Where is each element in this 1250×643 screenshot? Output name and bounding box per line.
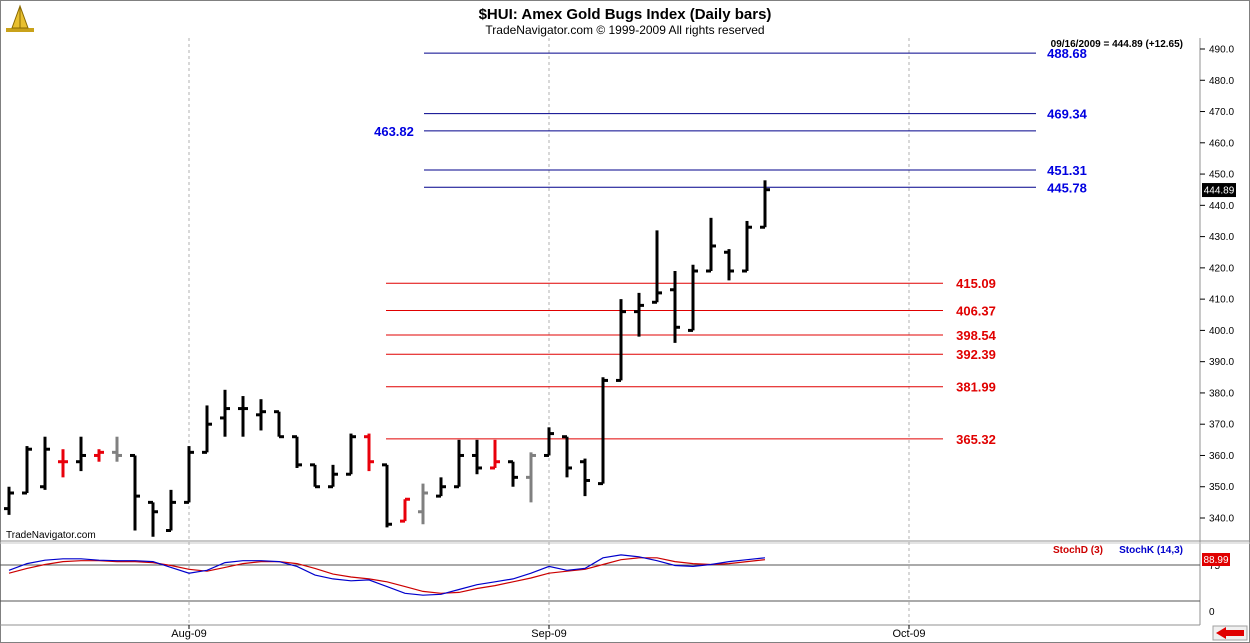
ohlc-bar <box>292 435 302 468</box>
y-tick-label: 460.0 <box>1209 138 1234 149</box>
ohlc-bar <box>220 389 230 437</box>
ohlc-bar <box>238 396 248 437</box>
last-price-label: 444.89 <box>1204 186 1235 197</box>
ohlc-bar <box>580 458 590 497</box>
y-tick-label: 450.0 <box>1209 170 1234 181</box>
fib-label-red: 381.99 <box>956 380 996 395</box>
x-tick-label: Oct-09 <box>892 628 925 640</box>
ohlc-bar <box>184 446 194 504</box>
ohlc-bar <box>616 299 626 382</box>
fib-label-blue: 488.68 <box>1047 46 1087 61</box>
fib-label-blue: 463.82 <box>374 124 414 139</box>
stoch-tick-label: 75 <box>1209 561 1221 572</box>
ohlc-bar <box>40 436 50 490</box>
y-tick-label: 430.0 <box>1209 232 1234 243</box>
fib-label-red: 415.09 <box>956 276 996 291</box>
y-tick-label: 350.0 <box>1209 482 1234 493</box>
stoch-d-line <box>8 557 766 594</box>
ohlc-bar <box>22 446 32 495</box>
ohlc-bar <box>724 249 734 281</box>
fib-label-red: 398.54 <box>956 328 997 343</box>
ohlc-bar <box>652 230 662 304</box>
ohlc-bar <box>58 449 68 478</box>
y-tick-label: 400.0 <box>1209 326 1234 337</box>
y-tick-label: 440.0 <box>1209 201 1234 212</box>
ohlc-bar <box>94 449 104 462</box>
fib-label-blue: 445.78 <box>1047 180 1087 195</box>
fib-label-red: 392.39 <box>956 347 996 362</box>
y-tick-label: 370.0 <box>1209 420 1234 431</box>
ohlc-bar <box>670 270 680 343</box>
stoch-value-tag <box>1202 553 1230 566</box>
y-tick-label: 480.0 <box>1209 76 1234 87</box>
ohlc-bar <box>688 264 698 332</box>
y-tick-label: 360.0 <box>1209 451 1234 462</box>
stoch-d-legend: StochD (3) <box>1053 545 1103 556</box>
ohlc-bar <box>706 217 716 273</box>
tradenavigator-logo-icon <box>6 4 34 32</box>
y-tick-label: 420.0 <box>1209 263 1234 274</box>
y-tick-label: 470.0 <box>1209 107 1234 118</box>
fib-label-red: 365.32 <box>956 432 996 447</box>
ohlc-bar <box>346 433 356 476</box>
ohlc-bar <box>562 435 572 478</box>
y-tick-label: 340.0 <box>1209 514 1234 525</box>
ohlc-bar <box>742 220 752 273</box>
ohlc-bar <box>760 180 770 229</box>
stochastic-panel: 75 0 <box>0 554 1221 618</box>
ohlc-bar <box>544 427 554 457</box>
ohlc-bar <box>166 489 176 533</box>
y-tick-label: 410.0 <box>1209 295 1234 306</box>
ohlc-bar <box>4 486 14 515</box>
chart-subtitle: TradeNavigator.com © 1999-2009 All right… <box>485 23 764 37</box>
x-tick-label: Aug-09 <box>171 628 206 640</box>
ohlc-bar <box>148 500 158 537</box>
stoch-k-legend: StochK (14,3) <box>1119 545 1183 556</box>
fib-label-blue: 469.34 <box>1047 107 1088 122</box>
last-quote: 09/16/2009 = 444.89 (+12.65) <box>1051 39 1183 50</box>
fibonacci-levels: 488.68 469.34 463.82 451.31 445.78 415.09 406.… <box>374 46 1088 447</box>
ohlc-bar <box>400 497 410 523</box>
ohlc-bar <box>436 477 446 498</box>
scroll-left-arrow-icon[interactable] <box>1212 625 1248 641</box>
fib-label-blue: 451.31 <box>1047 163 1087 178</box>
chart-title: $HUI: Amex Gold Bugs Index (Daily bars) <box>479 6 772 23</box>
x-tick-label: Sep-09 <box>531 628 566 640</box>
ohlc-bar <box>130 453 140 531</box>
ohlc-bar <box>112 436 122 462</box>
ohlc-bar <box>634 292 644 337</box>
fib-label-red: 406.37 <box>956 303 996 318</box>
ohlc-bar <box>454 439 464 489</box>
y-axis-ticks: 340.0 350.0 360.0 370.0 380.0 390.0 400.0 410.0… <box>1200 45 1234 525</box>
ohlc-bar <box>364 433 374 472</box>
ohlc-bar <box>202 405 212 454</box>
grid <box>188 38 910 625</box>
y-tick-label: 390.0 <box>1209 357 1234 368</box>
ohlc-bar <box>526 452 536 503</box>
stoch-value-label: 88.99 <box>1203 555 1228 566</box>
ohlc-bar <box>274 410 284 439</box>
y-tick-label: 490.0 <box>1209 45 1234 56</box>
ohlc-bar <box>310 463 320 489</box>
ohlc-bar <box>256 399 266 431</box>
ohlc-bar <box>418 483 428 525</box>
ohlc-bar <box>508 460 518 487</box>
ohlc-bar <box>328 464 338 489</box>
ohlc-bar <box>598 377 608 486</box>
last-price-tag <box>1202 183 1236 198</box>
ohlc-bar <box>382 463 392 528</box>
watermark: TradeNavigator.com <box>6 530 96 541</box>
ohlc-bar <box>472 439 482 475</box>
stoch-k-line <box>8 554 766 596</box>
x-axis-ticks: Aug-09 Sep-09 Oct-09 <box>171 625 926 640</box>
stoch-tick-label: 0 <box>1209 607 1215 618</box>
ohlc-bar <box>490 439 500 470</box>
price-bars <box>4 180 770 537</box>
ohlc-bar <box>76 436 86 472</box>
y-tick-label: 380.0 <box>1209 388 1234 399</box>
